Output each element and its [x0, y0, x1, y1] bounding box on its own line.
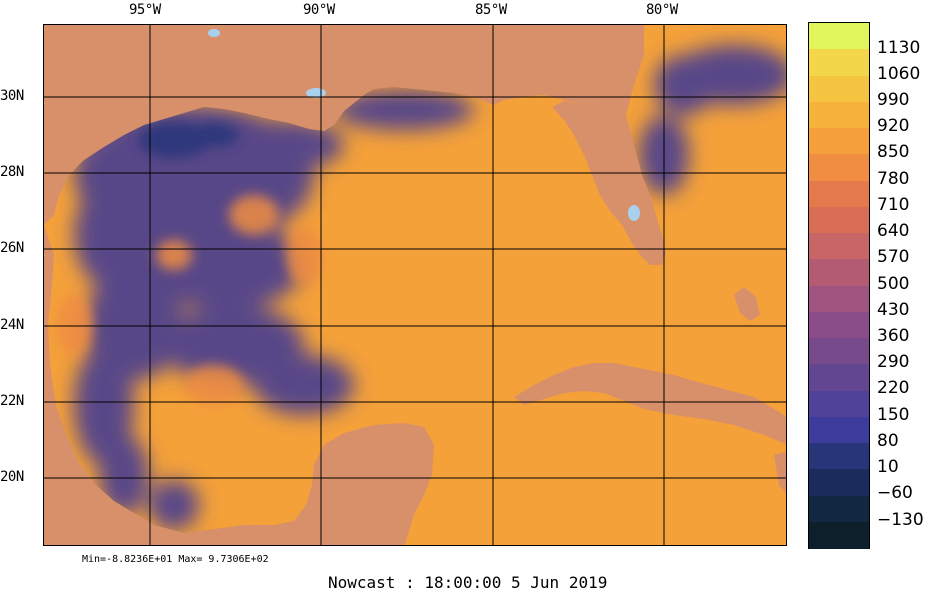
mid-value-regions	[56, 195, 322, 405]
latitude-label-30n: 30N	[0, 88, 24, 104]
colorbar-label: 150	[877, 405, 910, 425]
colorbar-swatch	[809, 443, 869, 470]
colorbar-swatch	[809, 23, 869, 50]
colorbar-label: 710	[877, 195, 910, 215]
hispaniola-land	[774, 451, 786, 493]
us-coast-land	[44, 25, 624, 225]
longitude-label-85w: 85°W	[475, 2, 507, 18]
lowest-value-regions	[139, 122, 239, 158]
colorbar-label: 920	[877, 116, 910, 136]
gulf-of-mexico-map	[44, 25, 786, 545]
colorbar-swatch	[809, 338, 869, 365]
florida-land	[552, 25, 666, 265]
coastal-lagoon	[208, 29, 220, 37]
colorbar-swatch	[809, 128, 869, 155]
colorbar-label: 360	[877, 326, 910, 346]
colorbar-swatch	[809, 206, 869, 234]
colorbar-swatch	[809, 364, 869, 392]
colorbar-label: 780	[877, 169, 910, 189]
lake-okeechobee	[628, 205, 640, 221]
colorbar-swatch	[809, 233, 869, 260]
colorbar-swatch	[809, 469, 869, 497]
latitude-label-28n: 28N	[0, 164, 24, 180]
latitude-label-24n: 24N	[0, 317, 24, 333]
colorbar-swatch	[809, 390, 869, 418]
mexico-land	[44, 225, 434, 545]
colorbar-swatch	[809, 521, 869, 549]
colorbar-swatch	[809, 259, 869, 287]
colorbar-swatch	[809, 495, 869, 523]
colorbar-label: 850	[877, 142, 910, 162]
colorbar-swatch	[809, 154, 869, 182]
longitude-label-90w: 90°W	[303, 2, 335, 18]
colorbar-label: 640	[877, 221, 910, 241]
colorbar-swatch	[809, 180, 869, 208]
cuba-land	[514, 363, 786, 445]
colorbar-label: 1130	[877, 38, 921, 58]
map-panel	[43, 24, 787, 546]
colorbar-label: 290	[877, 352, 910, 372]
nowcast-caption: Nowcast : 18:00:00 5 Jun 2019	[328, 573, 608, 592]
longitude-label-80w: 80°W	[646, 2, 678, 18]
colorbar-label: 10	[877, 457, 899, 477]
colorbar-label: 80	[877, 431, 899, 451]
longitude-label-95w: 95°W	[129, 2, 161, 18]
colorbar-label: 1060	[877, 64, 921, 84]
colorbar-label: 570	[877, 247, 910, 267]
colorbar-swatch	[809, 101, 869, 129]
latitude-label-20n: 20N	[0, 469, 24, 485]
colorbar-label: −130	[877, 510, 924, 530]
latitude-label-22n: 22N	[0, 393, 24, 409]
colorbar-label: 500	[877, 274, 910, 294]
colorbar-label: −60	[877, 483, 913, 503]
colorbar-swatch	[809, 49, 869, 77]
colorbar-label: 990	[877, 90, 910, 110]
latitude-label-26n: 26N	[0, 240, 24, 256]
bahamas-land	[734, 287, 760, 321]
land-masses	[44, 25, 786, 545]
colorbar-swatch	[809, 311, 869, 339]
colorbar-swatch	[809, 75, 869, 103]
colorbar-swatch	[809, 285, 869, 313]
colorbar-label: 220	[877, 378, 910, 398]
colorbar-swatch	[809, 416, 869, 444]
min-max-stats: Min=-8.8236E+01 Max= 9.7306E+02	[82, 554, 269, 565]
lat-lon-grid	[44, 25, 786, 545]
colorbar-label: 430	[877, 300, 910, 320]
colorbar	[808, 22, 870, 549]
